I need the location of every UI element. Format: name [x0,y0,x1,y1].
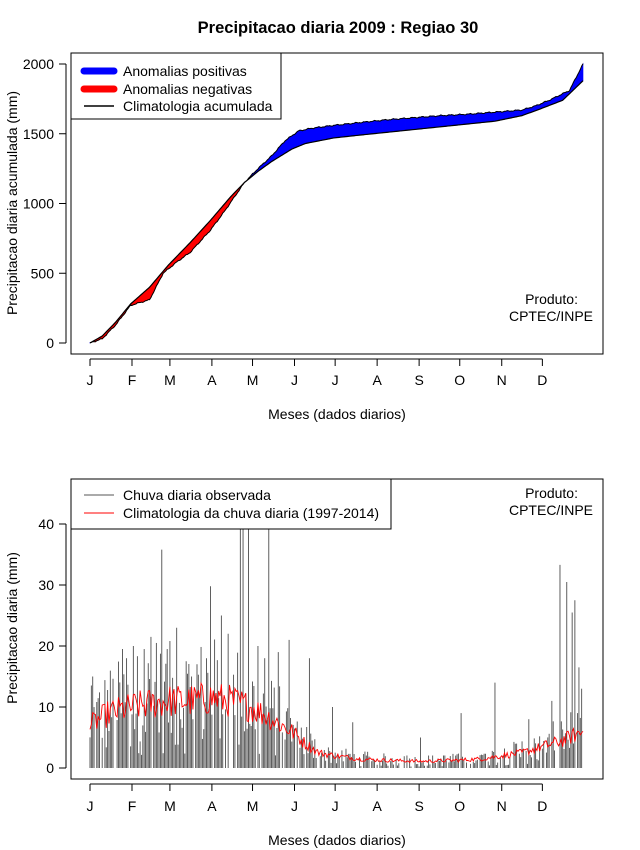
x-tick-label: A [372,798,382,814]
legend-label-positive: Anomalias positivas [123,63,247,79]
plot-frame [70,52,604,355]
x-tick-label: M [247,372,259,388]
x-tick-label: S [414,798,423,814]
x-tick-label: F [128,798,137,814]
x-tick-label: O [454,798,465,814]
x-tick-label: N [497,372,507,388]
daily-precipitation-chart: 0 10 20 30 40 J F M A M J J A S O N D Meses (dados diar… [4,478,604,848]
x-tick-label: D [537,372,547,388]
credit-label: Produto: [525,291,578,307]
y-tick-label: 2000 [23,56,54,72]
x-tick-label: F [128,372,137,388]
x-tick-label: J [332,798,339,814]
y-tick-label: 1000 [23,196,54,212]
legend-label-climatology: Climatologia acumulada [123,98,273,114]
legend: Anomalias positivas Anomalias negativas … [70,52,282,120]
y-tick-label: 10 [38,699,54,715]
y-tick-label: 0 [46,335,54,351]
climatology-daily-line [89,681,584,764]
x-tick-label: N [497,798,507,814]
x-tick-label: J [87,798,94,814]
x-tick-label: A [207,798,217,814]
x-tick-label: D [537,798,547,814]
x-axis-label: Meses (dados diarios) [268,406,406,422]
y-axis-label: Precipitacao diaria acumulada (mm) [4,91,20,315]
credit-source: CPTEC/INPE [509,308,593,324]
observed-bars [89,493,583,768]
cumulative-chart: 0 500 1000 1500 2000 J F M A M J J A S O N D Meses (dad… [4,52,604,422]
chart-title: Precipitacao diaria 2009 : Regiao 30 [198,19,479,37]
x-tick-label: J [87,372,94,388]
y-tick-label: 1500 [23,126,54,142]
x-tick-label: O [454,372,465,388]
y-tick-label: 40 [38,516,54,532]
x-axis-label: Meses (dados diarios) [268,832,406,848]
x-tick-label: A [372,372,382,388]
x-tick-label: J [291,798,298,814]
legend: Chuva diaria observada Climatologia da c… [70,478,392,530]
legend-label-negative: Anomalias negativas [123,81,252,97]
y-tick-label: 30 [38,577,54,593]
legend-label-climatology: Climatologia da chuva diaria (1997-2014) [123,505,379,521]
x-tick-label: A [207,372,217,388]
y-axis: 0 10 20 30 40 [38,516,67,776]
x-tick-label: J [291,372,298,388]
y-axis: 0 500 1000 1500 2000 [23,56,67,351]
y-tick-label: 500 [31,265,55,281]
legend-label-observed: Chuva diaria observada [123,487,271,503]
y-axis-label: Precipitacao diaria (mm) [4,552,20,704]
x-tick-label: J [332,372,339,388]
credit-label: Produto: [525,485,578,501]
legend-box [70,478,392,530]
x-tick-label: S [414,372,423,388]
x-tick-label: M [247,798,259,814]
climatology-cumulative-line [89,80,584,344]
x-tick-label: M [164,372,176,388]
observed-cumulative-line [89,63,584,343]
credit-source: CPTEC/INPE [509,502,593,518]
x-tick-label: M [164,798,176,814]
y-tick-label: 0 [46,760,54,776]
y-tick-label: 20 [38,638,54,654]
